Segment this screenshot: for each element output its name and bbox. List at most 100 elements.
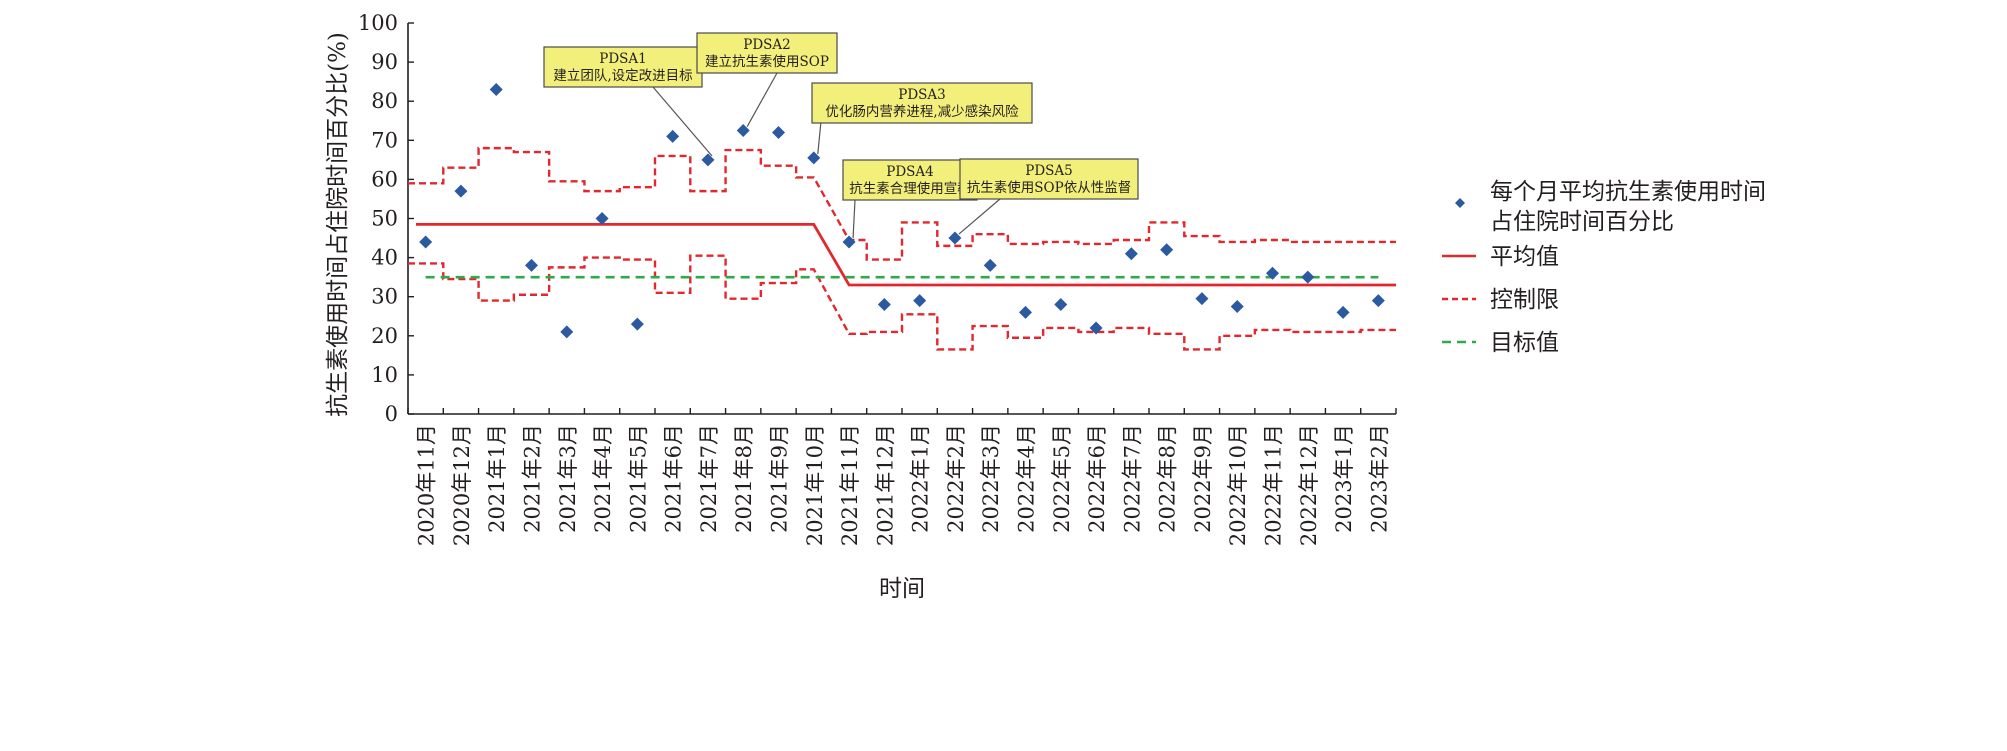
y-tick-label: 10 <box>371 363 398 387</box>
y-tick-label: 100 <box>358 11 398 35</box>
x-tick-label: 2022年11月 <box>1262 424 1286 546</box>
x-tick-label: 2021年8月 <box>732 424 756 533</box>
annotation-text: 优化肠内营养进程,减少感染风险 <box>825 103 1019 120</box>
annotation-leader <box>958 198 1001 235</box>
x-tick-label: 2021年1月 <box>485 424 509 533</box>
legend-label: 控制限 <box>1490 287 1559 313</box>
data-point <box>525 258 538 272</box>
x-tick-label: 2022年8月 <box>1156 424 1180 533</box>
x-tick-label: 2023年2月 <box>1367 424 1391 533</box>
x-tick-label: 2022年5月 <box>1050 424 1074 533</box>
legend-marker-diamond <box>1455 198 1465 208</box>
y-axis-title: 抗生素使用时间占住院时间百分比(%) <box>325 32 351 417</box>
x-tick-label: 2021年9月 <box>768 424 792 533</box>
x-axis-title: 时间 <box>879 576 925 602</box>
data-point <box>1160 243 1174 257</box>
annotation-title: PDSA1 <box>599 51 647 67</box>
x-tick-label: 2021年10月 <box>803 424 827 546</box>
annotation-title: PDSA3 <box>898 87 946 103</box>
data-point <box>1195 292 1209 306</box>
data-point <box>1124 247 1138 261</box>
x-tick-label: 2022年10月 <box>1226 424 1250 546</box>
y-tick-label: 90 <box>371 50 398 74</box>
annotation-title: PDSA2 <box>743 37 791 53</box>
legend-label: 每个月平均抗生素使用时间 <box>1490 179 1766 205</box>
data-points <box>419 82 1385 339</box>
y-tick-label: 0 <box>385 402 398 426</box>
y-tick-label: 40 <box>371 246 398 270</box>
annotation-text: 抗生素使用SOP依从性监督 <box>967 179 1131 196</box>
y-tick-label: 50 <box>371 207 398 231</box>
x-tick-label: 2020年12月 <box>450 424 474 546</box>
y-tick-label: 60 <box>371 167 398 191</box>
annotation-leader <box>852 199 856 238</box>
data-point <box>1266 266 1279 280</box>
annotation-box <box>959 158 1139 200</box>
y-tick-label: 20 <box>371 324 398 348</box>
data-point <box>560 325 574 339</box>
data-point <box>807 151 821 165</box>
x-tick-label: 2022年2月 <box>944 424 968 533</box>
y-tick-label: 80 <box>371 89 398 113</box>
data-point <box>666 129 680 143</box>
data-point <box>419 235 433 249</box>
x-tick-label: 2023年1月 <box>1332 424 1356 533</box>
data-point <box>877 298 891 312</box>
data-point <box>1019 305 1032 319</box>
x-tick-label: 2021年11月 <box>838 424 862 546</box>
annotation-box <box>696 32 838 74</box>
data-point <box>1336 305 1350 319</box>
x-tick-label: 2021年5月 <box>626 424 650 533</box>
chart-lines <box>408 146 1396 351</box>
x-tick-label: 2022年4月 <box>1015 424 1039 533</box>
annotation-box <box>842 159 978 201</box>
x-tick-label: 2021年2月 <box>521 424 545 533</box>
data-point <box>701 153 715 167</box>
data-point <box>1301 270 1315 284</box>
y-tick-label: 30 <box>371 285 398 309</box>
data-point <box>983 258 997 272</box>
data-point <box>489 82 503 96</box>
x-tick-label: 2022年9月 <box>1191 424 1215 533</box>
x-tick-label: 2021年12月 <box>873 424 897 546</box>
data-point <box>1230 299 1244 313</box>
legend-label: 目标值 <box>1490 330 1559 356</box>
data-point <box>595 212 609 225</box>
data-point <box>948 231 962 245</box>
y-tick-label: 70 <box>371 128 398 152</box>
annotation-text: 建立抗生素使用SOP <box>705 53 829 70</box>
legend-label: 占住院时间百分比 <box>1490 209 1674 235</box>
data-point <box>772 125 785 139</box>
x-tick-label: 2022年6月 <box>1085 424 1109 533</box>
mean-line <box>416 222 1396 287</box>
annotation-leader <box>652 86 713 157</box>
annotation-leader <box>746 72 778 127</box>
annotation-title: PDSA4 <box>886 164 934 180</box>
lower-control-limit <box>408 254 1396 351</box>
annotation-text: 建立团队,设定改进目标 <box>553 68 692 84</box>
data-point <box>1089 321 1103 335</box>
data-point <box>630 317 644 331</box>
x-tick-label: 2022年7月 <box>1120 424 1144 533</box>
x-tick-label: 2021年7月 <box>697 424 721 533</box>
x-tick-label: 2021年4月 <box>591 424 615 533</box>
annotation-title: PDSA5 <box>1025 163 1073 179</box>
upper-control-limit <box>408 146 1396 261</box>
x-tick-label: 2020年11月 <box>415 424 439 546</box>
x-tick-label: 2021年3月 <box>556 424 580 533</box>
data-point <box>1371 294 1385 308</box>
legend-label: 平均值 <box>1490 244 1559 270</box>
data-point <box>454 184 468 198</box>
axes: 0 10 20 30 40 50 60 70 80 90 100 2020年11月 2020年12月 20… <box>358 11 1397 546</box>
data-point <box>1054 298 1068 312</box>
annotation-box <box>543 46 703 88</box>
annotation-text: 抗生素合理使用宣教 <box>849 180 971 197</box>
data-point <box>913 294 927 308</box>
x-tick-label: 2021年6月 <box>662 424 686 533</box>
x-tick-label: 2022年3月 <box>979 424 1003 533</box>
x-tick-label: 2022年1月 <box>909 424 933 533</box>
data-point <box>842 235 856 249</box>
